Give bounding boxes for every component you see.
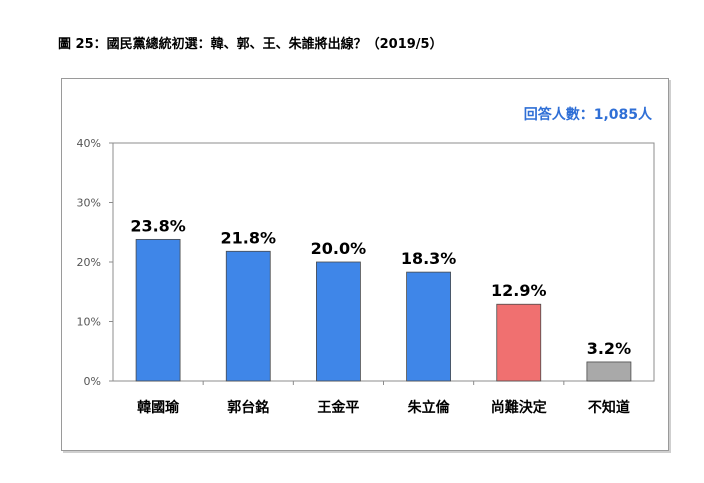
value-label: 23.8% [130,216,186,235]
figure-title: 圖 25：國民黨總統初選：韓、郭、王、朱誰將出線？（2019/5） [58,37,443,52]
x-tick-label: 王金平 [317,399,359,416]
respondent-count: 回答人數：1,085人 [523,107,652,123]
bar-2 [225,250,271,382]
x-tick-label: 韓國瑜 [137,399,180,416]
x-tick-label: 不知道 [588,399,630,416]
value-label: 12.9% [491,281,547,300]
value-label: 18.3% [401,249,457,268]
y-tick-label: 0% [84,375,101,388]
value-label: 20.0% [311,239,367,258]
plot-border [112,142,655,382]
y-tick-label: 40% [77,137,101,150]
bar-1 [135,238,181,382]
x-axis-tick-labels: 韓國瑜 郭台銘 王金平 朱立倫 尚難決定 不知道 [137,399,630,416]
bar-5 [496,303,542,382]
plot-area [109,142,655,385]
value-label: 21.8% [220,228,276,247]
y-tick-label: 30% [77,197,101,210]
value-label: 3.2% [587,339,631,358]
bar-3 [316,261,361,382]
chart-frame: 回答人數：1,085人 0% 10% 20% 30% 40% 23.8% 21.8% 20.… [61,78,669,451]
x-tick-label: 郭台銘 [227,399,269,416]
bar-6 [586,361,632,382]
bars [135,238,632,382]
x-tick-label: 尚難決定 [491,399,547,416]
bar-4 [406,271,451,382]
y-tick-label: 10% [77,316,101,329]
y-tick-label: 20% [77,256,101,269]
bar-chart: 0% 10% 20% 30% 40% 23.8% 21.8% 20.0% 18.3% 12.9%… [77,137,655,416]
value-labels: 23.8% 21.8% 20.0% 18.3% 12.9% 3.2% [130,216,631,358]
y-axis-tick-labels: 0% 10% 20% 30% 40% [77,137,101,388]
x-tick-label: 朱立倫 [408,399,451,416]
